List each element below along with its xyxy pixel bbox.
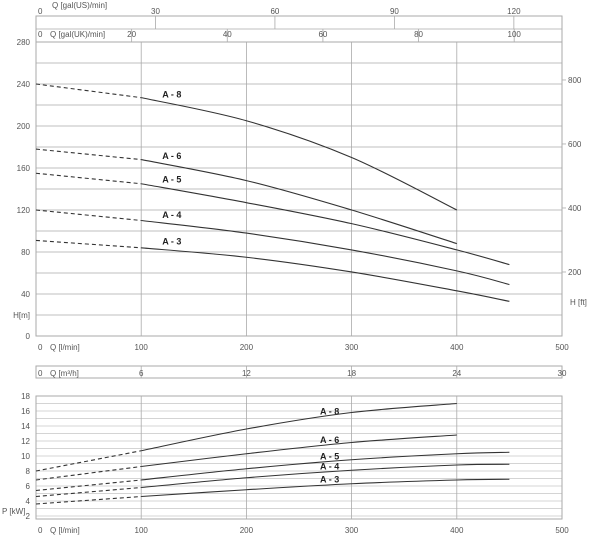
head-x2-axis-title: Q [m³/h] <box>50 369 79 378</box>
power-series-label-2: A - 5 <box>320 451 339 461</box>
top-uk-tick-0: 0 <box>38 30 43 39</box>
head-x2-tick-5: 30 <box>558 369 567 378</box>
head-m3h-scale-frame <box>35 365 563 379</box>
head-x2-tick-2: 12 <box>242 369 251 378</box>
power-plot-frame <box>35 395 563 520</box>
head-y-tick-1: 40 <box>21 290 30 299</box>
head-x-tick-1: 100 <box>135 343 149 352</box>
power-curve-2 <box>141 451 510 481</box>
head-series-label-1: A - 6 <box>162 151 181 161</box>
power-y-tick-0: 2 <box>26 512 31 521</box>
top-us-axis-title: Q [gal(US)/min] <box>52 1 107 10</box>
power-curve-dashed-1 <box>35 465 142 481</box>
power-y-tick-1: 4 <box>26 497 31 506</box>
power-curve-dashed-0 <box>35 450 142 472</box>
head-x2-tick-1: 6 <box>139 369 144 378</box>
power-curve-1 <box>141 434 457 468</box>
head-y2-tick-0: 200 <box>568 268 582 277</box>
head-series-label-0: A - 8 <box>162 89 181 99</box>
head-curve-dashed-3 <box>35 209 142 222</box>
head-x-tick-4: 400 <box>450 343 464 352</box>
head-x2-tick-3: 18 <box>347 369 356 378</box>
head-y-tick-6: 240 <box>17 80 31 89</box>
head-y-tick-0: 0 <box>26 332 31 341</box>
power-x-tick-0: 0 <box>38 526 43 535</box>
head-y2-tick-3: 800 <box>568 76 582 85</box>
power-curve-4 <box>141 478 510 498</box>
power-y-tick-7: 16 <box>21 407 30 416</box>
head-curve-dashed-1 <box>35 148 142 161</box>
power-series-label-1: A - 6 <box>320 435 339 445</box>
power-x-tick-1: 100 <box>135 526 149 535</box>
head-y-tick-7: 280 <box>17 38 31 47</box>
top-uk-tick-5: 100 <box>508 30 522 39</box>
head-curve-1 <box>141 159 457 245</box>
head-curve-0 <box>141 97 458 211</box>
top-us-tick-3: 90 <box>390 7 399 16</box>
head-y2-axis-title: H [ft] <box>570 298 587 307</box>
power-y-tick-3: 8 <box>26 467 31 476</box>
head-x-axis-title: Q [l/min] <box>50 343 80 352</box>
power-y-tick-2: 6 <box>26 482 31 491</box>
power-curve-3 <box>141 463 510 489</box>
head-x-tick-0: 0 <box>38 343 43 352</box>
head-curve-3 <box>141 219 510 286</box>
power-x-axis-title: Q [l/min] <box>50 526 80 535</box>
top-us-tick-0: 0 <box>38 7 43 16</box>
head-x-tick-3: 300 <box>345 343 359 352</box>
head-y2-tick-2: 600 <box>568 140 582 149</box>
head-x2-tick-4: 24 <box>452 369 461 378</box>
power-x-tick-3: 300 <box>345 526 359 535</box>
power-y-tick-8: 18 <box>21 392 30 401</box>
power-x-tick-5: 500 <box>555 526 569 535</box>
power-curve-dashed-4 <box>35 495 142 505</box>
power-series-label-3: A - 4 <box>320 462 339 472</box>
power-y-tick-5: 12 <box>21 437 30 446</box>
head-curve-dashed-2 <box>35 172 142 185</box>
head-y-tick-3: 120 <box>17 206 31 215</box>
head-curve-dashed-4 <box>35 239 142 249</box>
head-curve-dashed-0 <box>35 83 142 99</box>
power-y-axis-title: P [kW] <box>2 507 25 516</box>
top-uk-tick-4: 80 <box>414 30 423 39</box>
head-y-tick-2: 80 <box>21 248 30 257</box>
power-y-tick-4: 10 <box>21 452 30 461</box>
top-us-tick-1: 30 <box>151 7 160 16</box>
head-x2-tick-0: 0 <box>38 369 43 378</box>
head-y-tick-5: 200 <box>17 122 31 131</box>
head-y-tick-4: 160 <box>17 164 31 173</box>
power-y-tick-6: 14 <box>21 422 30 431</box>
power-x-tick-4: 400 <box>450 526 464 535</box>
top-uk-axis-title: Q [gal(UK)/min] <box>50 30 105 39</box>
head-curve-4 <box>141 247 510 302</box>
head-x-tick-5: 500 <box>555 343 569 352</box>
top-uk-tick-2: 40 <box>223 30 232 39</box>
power-curve-0 <box>141 402 457 452</box>
power-curve-dashed-2 <box>35 479 142 492</box>
power-series-label-4: A - 3 <box>320 475 339 485</box>
power-x-tick-2: 200 <box>240 526 254 535</box>
power-series-label-0: A - 8 <box>320 406 339 416</box>
power-curve-dashed-3 <box>35 486 142 498</box>
head-y-axis-title: H[m] <box>13 311 30 320</box>
top-us-tick-2: 60 <box>270 7 279 16</box>
head-series-label-2: A - 5 <box>162 175 181 185</box>
top-uk-tick-3: 60 <box>318 30 327 39</box>
head-series-label-3: A - 4 <box>162 210 181 220</box>
head-x-tick-2: 200 <box>240 343 254 352</box>
top-uk-tick-1: 20 <box>127 30 136 39</box>
head-curve-2 <box>141 183 510 266</box>
head-series-label-4: A - 3 <box>162 237 181 247</box>
head-y2-tick-1: 400 <box>568 204 582 213</box>
top-us-tick-4: 120 <box>507 7 521 16</box>
